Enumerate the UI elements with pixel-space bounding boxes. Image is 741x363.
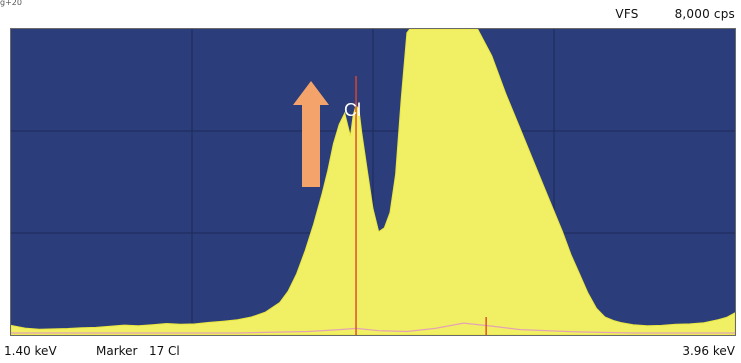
cl-peak-label: Cl bbox=[344, 100, 361, 120]
marker-readout[interactable]: Marker 17 Cl bbox=[96, 344, 180, 358]
marker-label: Marker bbox=[96, 344, 138, 358]
corner-label: g+20 bbox=[0, 0, 22, 7]
plot-frame bbox=[10, 28, 736, 336]
up-arrow-icon bbox=[293, 81, 329, 187]
scale-readout: VFS 8,000 cps bbox=[615, 7, 735, 21]
overlay-spectrum-line bbox=[11, 322, 735, 334]
spectrum-area bbox=[11, 29, 735, 335]
spectrum-chart[interactable]: Cl bbox=[11, 29, 735, 335]
spectrum-series bbox=[11, 29, 735, 335]
vfs-label: VFS bbox=[615, 7, 639, 21]
marker-lines bbox=[355, 76, 487, 335]
marker-element: 17 Cl bbox=[148, 344, 180, 358]
vfs-value: 8,000 cps bbox=[674, 7, 735, 21]
x-max-label: 3.96 keV bbox=[682, 344, 735, 358]
x-min-label: 1.40 keV bbox=[4, 344, 57, 358]
annotation: Cl bbox=[293, 81, 361, 187]
